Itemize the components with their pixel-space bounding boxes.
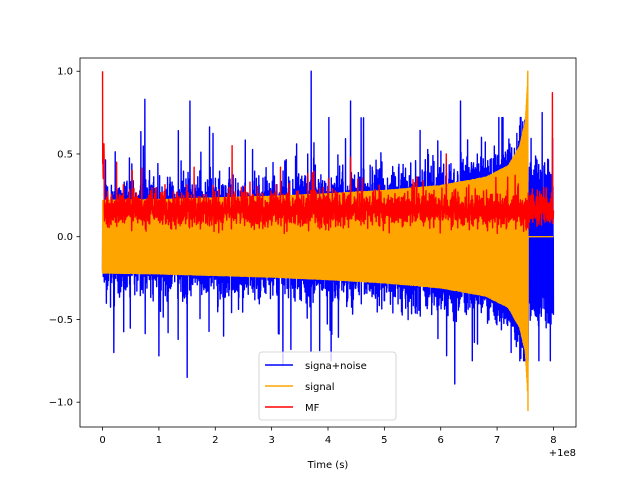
x-axis-offset-label: +1e8 <box>549 448 576 459</box>
x-tick-label: 7 <box>494 435 500 446</box>
x-tick-label: 4 <box>325 435 331 446</box>
legend-label-signal: signal <box>305 382 335 393</box>
x-tick-label: 5 <box>381 435 387 446</box>
y-tick-label: −0.5 <box>49 315 73 326</box>
legend-frame <box>258 351 397 421</box>
legend: signa+noise signal MF <box>258 351 397 421</box>
series-layer <box>101 70 555 412</box>
legend-label-signal-noise: signa+noise <box>305 361 367 372</box>
x-axis-label: Time (s) <box>307 460 349 471</box>
x-tick-label: 2 <box>212 435 218 446</box>
series-line-mf <box>101 71 555 235</box>
y-tick-label: −1.0 <box>49 398 73 409</box>
axes-layer: 0 1 2 3 4 5 6 7 8 1.0 0.5 0.0 −0.5 −1.0 <box>49 67 557 446</box>
x-tick-label: 6 <box>438 435 444 446</box>
x-tick-label: 3 <box>268 435 274 446</box>
y-tick-label: 1.0 <box>57 67 73 78</box>
x-tick-label: 8 <box>550 435 556 446</box>
x-tick-label: 0 <box>99 435 105 446</box>
y-tick-label: 0.0 <box>57 232 73 243</box>
x-tick-label: 1 <box>156 435 162 446</box>
y-tick-label: 0.5 <box>57 149 73 160</box>
legend-label-mf: MF <box>305 403 320 414</box>
